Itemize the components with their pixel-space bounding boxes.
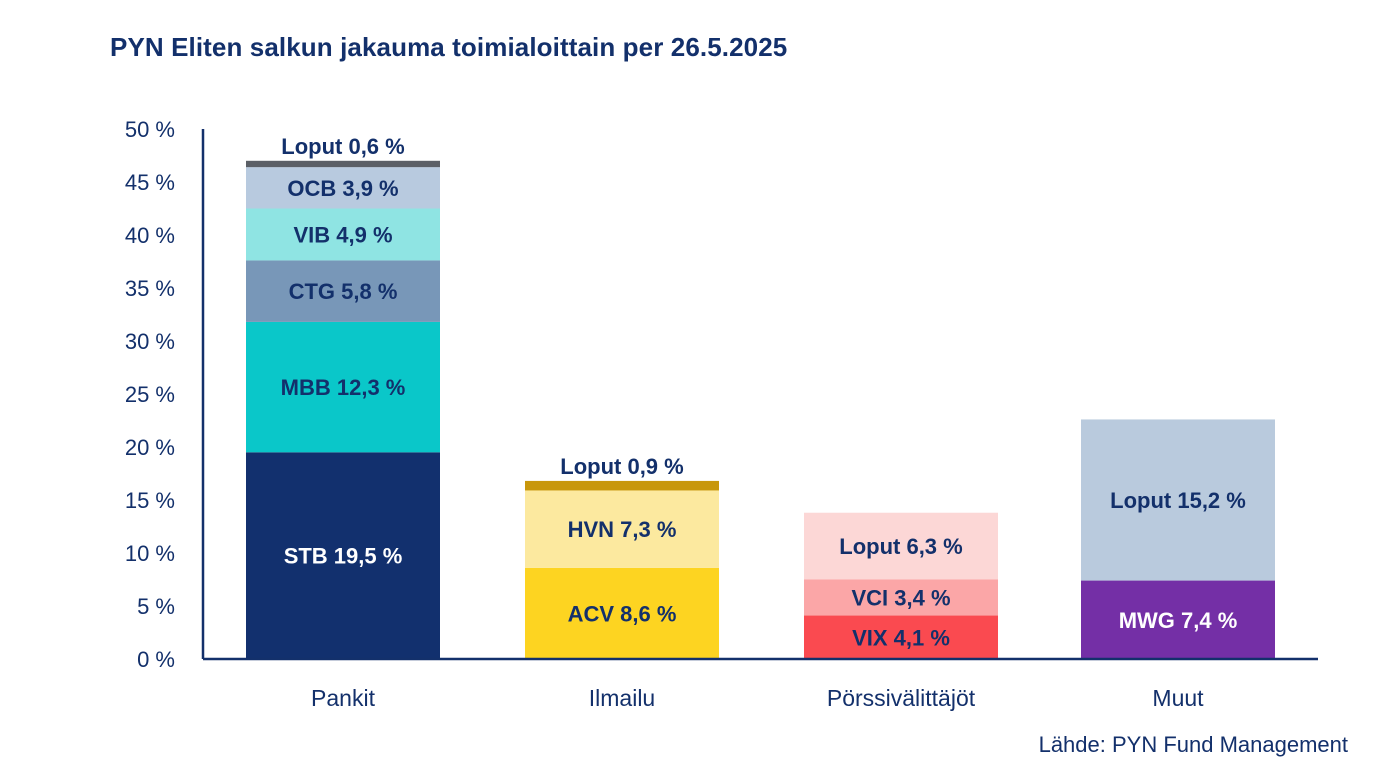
- bar-segment-mwg: [1081, 580, 1275, 659]
- segment-label: Loput 6,3 %: [839, 534, 962, 559]
- bar-segment-acv: [525, 567, 719, 659]
- y-tick-label: 25 %: [125, 382, 175, 407]
- y-tick-label: 40 %: [125, 223, 175, 248]
- segment-label: Loput 15,2 %: [1110, 488, 1246, 513]
- segment-label: MWG 7,4 %: [1119, 608, 1238, 633]
- bar-segment-mbb: [246, 321, 440, 453]
- bar-segment-loput: [804, 512, 998, 580]
- category-labels: Pankit Ilmailu Pörssivälittäjöt Muut: [311, 685, 1204, 711]
- y-tick-label: 30 %: [125, 329, 175, 354]
- y-tick-label: 45 %: [125, 170, 175, 195]
- category-label: Pörssivälittäjöt: [827, 685, 976, 711]
- category-label: Ilmailu: [589, 685, 655, 711]
- y-tick-label: 5 %: [137, 594, 175, 619]
- y-axis-ticks: 0 % 5 % 10 % 15 % 20 % 25 % 30 % 35 % 40 % 45 % 50…: [125, 117, 175, 672]
- y-tick-label: 50 %: [125, 117, 175, 142]
- segment-label: OCB 3,9 %: [287, 176, 398, 201]
- source-note: Lähde: PYN Fund Management: [1038, 732, 1348, 757]
- category-label: Pankit: [311, 685, 376, 711]
- y-tick-label: 15 %: [125, 488, 175, 513]
- segment-labels: STB 19,5 % MBB 12,3 % CTG 5,8 % VIB 4,9 % OC…: [281, 134, 1246, 650]
- bar-segment-loput: [525, 480, 719, 491]
- bar-segment-hvn: [525, 490, 719, 568]
- bar-segment-loput: [1081, 419, 1275, 581]
- category-label: Muut: [1152, 685, 1204, 711]
- bar-segment-vix: [804, 615, 998, 659]
- segment-label: HVN 7,3 %: [568, 517, 677, 542]
- bars: [246, 160, 1275, 659]
- segment-label: Loput 0,6 %: [281, 134, 404, 159]
- y-tick-label: 0 %: [137, 647, 175, 672]
- segment-label: Loput 0,9 %: [560, 454, 683, 479]
- y-tick-label: 35 %: [125, 276, 175, 301]
- bar-segment-ctg: [246, 260, 440, 322]
- segment-label: VIX 4,1 %: [852, 625, 950, 650]
- segment-label: STB 19,5 %: [284, 544, 403, 569]
- bar-segment-loput: [246, 160, 440, 168]
- segment-label: CTG 5,8 %: [289, 279, 398, 304]
- chart-title: PYN Eliten salkun jakauma toimialoittain…: [110, 32, 788, 62]
- bar-segment-ocb: [246, 167, 440, 209]
- bar-segment-vci: [804, 579, 998, 616]
- bar-segment-vib: [246, 208, 440, 261]
- segment-label: VCI 3,4 %: [851, 586, 950, 611]
- segment-label: MBB 12,3 %: [281, 375, 406, 400]
- y-tick-label: 10 %: [125, 541, 175, 566]
- segment-label: VIB 4,9 %: [293, 222, 392, 247]
- segment-label: ACV 8,6 %: [568, 601, 677, 626]
- y-tick-label: 20 %: [125, 435, 175, 460]
- bar-segment-stb: [246, 452, 440, 659]
